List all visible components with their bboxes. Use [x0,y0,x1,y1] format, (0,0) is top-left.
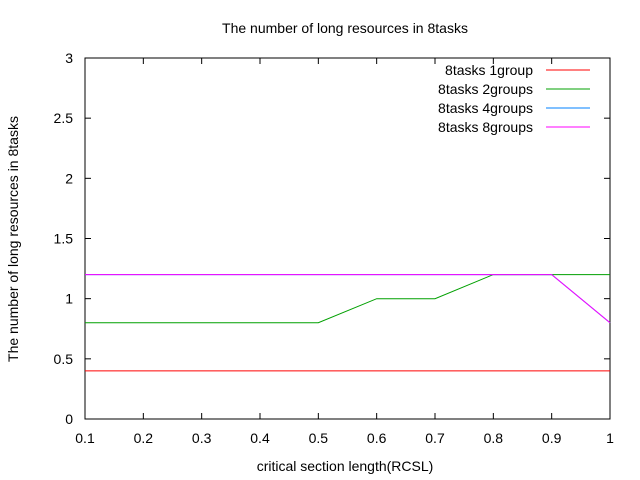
chart-title: The number of long resources in 8tasks [222,20,468,36]
x-tick-label: 1 [606,430,614,446]
legend-label: 8tasks 2groups [438,81,533,97]
y-tick-label: 0 [65,411,73,427]
x-tick-label: 0.4 [250,430,270,446]
series-line-3 [85,274,611,324]
legend: 8tasks 1group 8tasks 2groups 8tasks 4group… [438,62,590,135]
axis-ticks: 0.1 0.2 0.3 0.4 0.5 0.6 0.7 0.8 0.9 1 0 0.5 1 1.5 2 2.5… [54,50,615,446]
data-series [85,274,611,372]
x-tick-label: 0.1 [75,430,95,446]
x-tick-label: 0.3 [192,430,212,446]
y-tick-label: 2.5 [54,110,74,126]
y-tick-label: 3 [65,50,73,66]
x-tick-label: 0.5 [309,430,329,446]
legend-label: 8tasks 1group [445,62,533,78]
y-axis-label: The number of long resources in 8tasks [5,116,21,362]
legend-label: 8tasks 8groups [438,119,533,135]
y-tick-label: 0.5 [54,351,74,367]
x-tick-label: 0.2 [134,430,154,446]
y-tick-label: 1.5 [54,231,74,247]
x-tick-label: 0.8 [484,430,504,446]
y-tick-label: 1 [65,291,73,307]
x-axis-label: critical section length(RCSL) [257,458,434,474]
series-line-4 [85,274,611,324]
x-tick-label: 0.9 [542,430,562,446]
series-line-2 [85,274,610,324]
y-tick-label: 2 [65,170,73,186]
x-tick-label: 0.7 [425,430,445,446]
x-tick-label: 0.6 [367,430,387,446]
legend-label: 8tasks 4groups [438,100,533,116]
